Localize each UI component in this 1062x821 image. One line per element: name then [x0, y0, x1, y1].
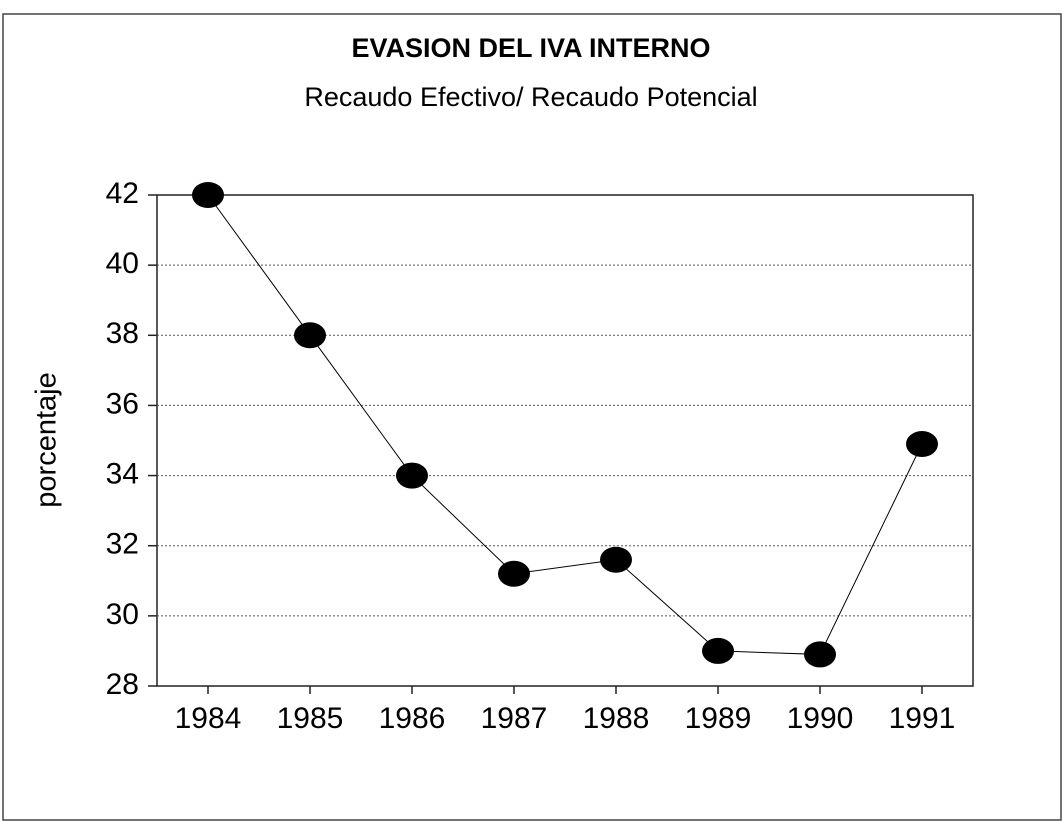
marker	[702, 637, 734, 664]
marker	[294, 322, 326, 349]
line	[207, 194, 923, 655]
marker	[192, 182, 224, 208]
chart-title: EVASION DEL IVA INTERNO	[351, 33, 710, 63]
y-tick-label: 28	[106, 668, 139, 701]
marker	[396, 462, 428, 489]
y-tick-label: 40	[106, 247, 139, 280]
x-tick-label: 1985	[277, 702, 344, 735]
y-tick-label: 32	[106, 528, 139, 561]
x-tick-label: 1991	[889, 702, 956, 735]
x-tick-label: 1984	[175, 702, 242, 735]
x-tick-label: 1990	[787, 702, 854, 735]
y-tick-label: 36	[106, 387, 139, 420]
marker	[804, 641, 836, 668]
x-tick-label: 1987	[481, 702, 548, 735]
marker	[906, 431, 938, 458]
marker	[498, 560, 530, 587]
chart-subtitle: Recaudo Efectivo/ Recaudo Potencial	[304, 82, 757, 112]
x-tick-label: 1989	[685, 702, 752, 735]
plot-area	[156, 194, 974, 687]
marker	[600, 546, 632, 573]
x-tick-label: 1986	[379, 702, 446, 735]
y-tick-label: 30	[106, 598, 139, 631]
y-tick-label: 34	[106, 457, 139, 490]
x-tick-label: 1988	[583, 702, 650, 735]
y-axis-label: porcentaje	[31, 372, 63, 507]
y-tick-label: 42	[106, 177, 139, 210]
frame	[2, 13, 1062, 821]
y-tick-label: 38	[106, 317, 139, 350]
